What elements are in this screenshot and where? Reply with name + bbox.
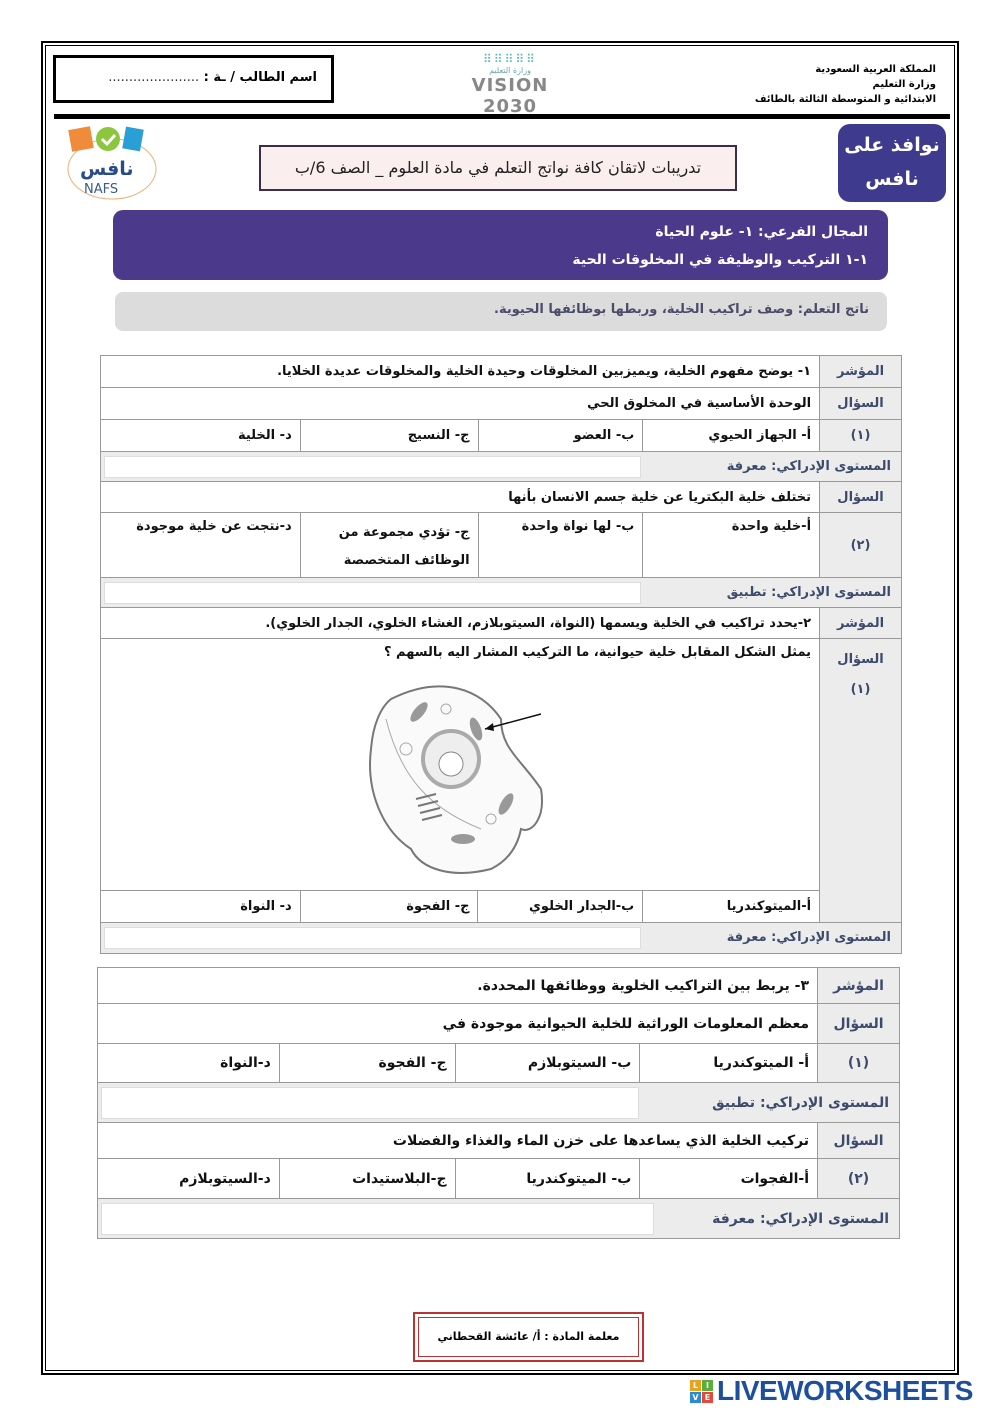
arrow-icon bbox=[484, 713, 542, 730]
animal-cell-diagram bbox=[369, 685, 543, 874]
question-number: (١) bbox=[819, 419, 902, 452]
level-row: المستوى الإدراكي: معرفة bbox=[100, 922, 902, 954]
question-label: السؤال bbox=[819, 387, 902, 420]
nafs-logo-left: نافس NAFS bbox=[62, 124, 162, 202]
section-table: المؤشر ٢-يحدد تراكيب في الخلية ويسمها (ال… bbox=[99, 607, 902, 954]
answer-area[interactable] bbox=[101, 1202, 654, 1235]
domain-line: ١-١ التركيب والوظيفة في المخلوقات الحية bbox=[572, 252, 868, 268]
option-d[interactable]: د-السيتوبلازم bbox=[97, 1158, 280, 1199]
org-line: الابتدائية و المتوسطة الثالثة بالطائف bbox=[754, 94, 936, 105]
question-label-cell: السؤال (١) bbox=[819, 638, 902, 923]
level-row: المستوى الإدراكي: تطبيق bbox=[97, 1082, 900, 1123]
level-value: معرفة bbox=[726, 458, 767, 474]
option-d[interactable]: د-النواة bbox=[97, 1043, 280, 1083]
option-a[interactable]: أ- الميتوكندريا bbox=[639, 1043, 819, 1083]
question-label: السؤال bbox=[817, 1122, 900, 1159]
level-row: المستوى الإدراكي: معرفة bbox=[100, 451, 902, 482]
level-label: المستوى الإدراكي: bbox=[771, 584, 891, 600]
level-label: المستوى الإدراكي: bbox=[771, 930, 891, 945]
org-line: وزارة التعليم bbox=[872, 79, 936, 90]
liveworksheets-watermark: L I V E LIVEWORKSHEETS bbox=[690, 1375, 973, 1406]
option-b[interactable]: ب- الميتوكندريا bbox=[454, 1158, 641, 1199]
mitochondrion bbox=[469, 717, 483, 741]
question-text: يمثل الشكل المقابل خلية حيوانية، ما التر… bbox=[383, 645, 812, 660]
option-d[interactable]: د- النواة bbox=[100, 890, 301, 923]
vision-logo-text: VISION 2030 bbox=[471, 75, 549, 117]
level-row: المستوى الإدراكي: تطبيق bbox=[100, 577, 902, 608]
learning-outcome: ناتج التعلم: وصف تراكيب الخلية، وربطها ب… bbox=[115, 292, 887, 331]
question-text: تركيب الخلية الذي يساعدها على خزن الماء … bbox=[96, 1122, 819, 1159]
option-c[interactable]: ج- تؤدي مجموعة من الوظائف المتخصصة bbox=[299, 512, 479, 578]
indicator-text: ٣- يربط بين التراكيب الخلوية ووظائفها ال… bbox=[96, 967, 819, 1004]
option-c[interactable]: ج- الفجوة bbox=[299, 890, 479, 923]
student-name-box[interactable]: اسم الطالب / ـة : ...................... bbox=[53, 55, 334, 103]
indicator-label: المؤشر bbox=[819, 607, 902, 639]
level-label: المستوى الإدراكي: bbox=[771, 458, 891, 474]
indicator-text: ٢-يحدد تراكيب في الخلية ويسمها (النواة، … bbox=[99, 607, 821, 639]
question-number: (٢) bbox=[819, 512, 902, 578]
question-label: السؤال bbox=[817, 1003, 900, 1044]
indicator-label: المؤشر bbox=[819, 355, 902, 388]
question-label: السؤال bbox=[819, 481, 902, 513]
watermark-text: LIVEWORKSHEETS bbox=[717, 1375, 973, 1406]
option-d[interactable]: د- الخلية bbox=[100, 419, 301, 452]
option-c[interactable]: ج- الفجوة bbox=[278, 1043, 456, 1083]
question-number: (١) bbox=[817, 1043, 900, 1083]
section-table: المؤشر ١- يوضح مفهوم الخلية، ويميزبين الم… bbox=[99, 355, 902, 608]
option-b[interactable]: ب- لها نواة واحدة bbox=[477, 512, 644, 578]
question-text: الوحدة الأساسية في المخلوق الحي bbox=[99, 387, 821, 420]
question-number: (٢) bbox=[817, 1158, 900, 1199]
org-header: المملكة العربية السعودية وزارة التعليم ا… bbox=[755, 62, 936, 107]
page-title: تدريبات لاتقان كافة نواتج التعلم في مادة… bbox=[259, 145, 737, 191]
section-table: المؤشر ٣- يربط بين التراكيب الخلوية ووظائ… bbox=[96, 967, 900, 1239]
level-value: تطبيق bbox=[712, 1094, 756, 1111]
student-name-field[interactable]: ...................... bbox=[108, 70, 200, 85]
option-a[interactable]: أ-خلية واحدة bbox=[642, 512, 821, 578]
domain-banner: المجال الفرعي: ١- علوم الحياة ١-١ التركي… bbox=[113, 210, 888, 280]
org-line: المملكة العربية السعودية bbox=[815, 64, 936, 75]
level-label: المستوى الإدراكي: bbox=[759, 1094, 889, 1111]
level-label: المستوى الإدراكي: bbox=[759, 1210, 889, 1227]
indicator-label: المؤشر bbox=[817, 967, 900, 1004]
indicator-text: ١- يوضح مفهوم الخلية، ويميزبين المخلوقات… bbox=[99, 355, 821, 388]
logo-tile: L bbox=[690, 1379, 701, 1391]
question-number: (١) bbox=[850, 682, 871, 697]
moe-logo-text: وزارة التعليم bbox=[489, 66, 531, 75]
question-label: السؤال bbox=[837, 652, 884, 667]
option-d[interactable]: د-نتجت عن خلية موجودة bbox=[100, 512, 301, 578]
question-text: تختلف خلية البكتريا عن خلية جسم الانسان … bbox=[99, 481, 821, 513]
moe-vision-logo: ⠿⠿⠿⠿⠿ وزارة التعليم VISION 2030 bbox=[460, 52, 560, 117]
option-a[interactable]: أ-الميتوكندريا bbox=[642, 890, 821, 923]
logo-tile: E bbox=[702, 1391, 713, 1403]
level-value: تطبيق bbox=[726, 584, 767, 600]
answer-area[interactable] bbox=[104, 455, 641, 478]
nafs-logo-text: نافس bbox=[80, 158, 134, 180]
question-text: معظم المعلومات الوراثية للخلية الحيوانية… bbox=[96, 1003, 819, 1044]
page-frame bbox=[41, 41, 959, 1375]
option-a[interactable]: أ-الفجوات bbox=[639, 1158, 819, 1199]
option-b[interactable]: ب-الجدار الخلوي bbox=[477, 890, 644, 923]
level-row: المستوى الإدراكي: معرفة bbox=[97, 1198, 900, 1239]
domain-line: المجال الفرعي: ١- علوم الحياة bbox=[655, 224, 868, 240]
answer-area[interactable] bbox=[104, 581, 641, 604]
teacher-name-box: معلمة المادة : أ/ عائشة القحطاني bbox=[413, 1312, 644, 1362]
level-value: معرفة bbox=[726, 930, 767, 945]
liveworksheets-logo-icon: L I V E bbox=[690, 1379, 713, 1403]
option-b[interactable]: ب- العضو bbox=[477, 419, 644, 452]
nafs-logo-text-en: NAFS bbox=[84, 182, 119, 197]
option-b[interactable]: ب- السيتوبلازم bbox=[454, 1043, 641, 1083]
question-cell: يمثل الشكل المقابل خلية حيوانية، ما التر… bbox=[99, 638, 821, 891]
answer-area[interactable] bbox=[101, 1086, 639, 1119]
option-c[interactable]: ج-البلاستيدات bbox=[278, 1158, 456, 1199]
answer-area[interactable] bbox=[104, 927, 641, 949]
nawafidh-nafs-logo: نوافذ على نافس bbox=[838, 124, 946, 202]
level-value: معرفة bbox=[712, 1210, 756, 1227]
nawafidh-logo-text: نوافذ على نافس bbox=[844, 134, 940, 190]
logo-tile: V bbox=[690, 1391, 701, 1403]
logo-tile: I bbox=[702, 1379, 713, 1391]
student-name-label: اسم الطالب / ـة : bbox=[203, 70, 317, 85]
option-c[interactable]: ج- النسيج bbox=[299, 419, 479, 452]
header-divider bbox=[54, 114, 950, 119]
option-a[interactable]: أ- الجهاز الحيوي bbox=[642, 419, 821, 452]
